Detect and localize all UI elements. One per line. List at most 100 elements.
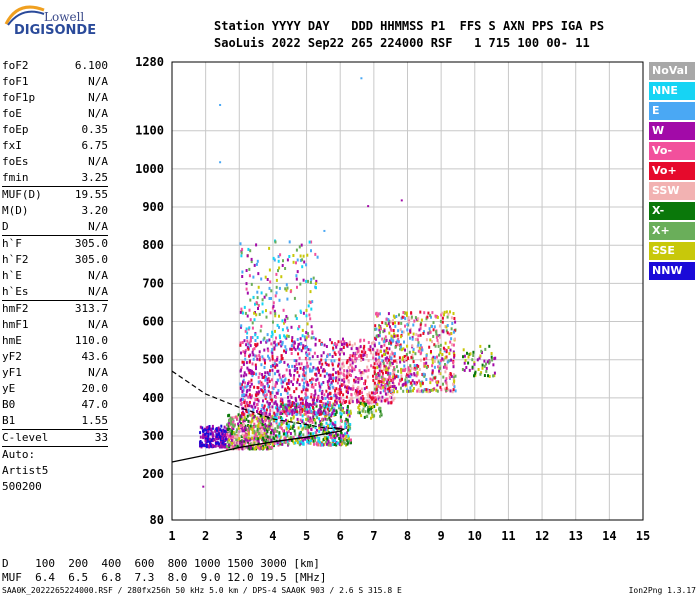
echo-point: [236, 428, 238, 432]
echo-point: [264, 413, 267, 417]
echo-point: [256, 429, 259, 433]
echo-point: [439, 343, 442, 347]
echo-point: [256, 410, 258, 413]
echo-point: [306, 365, 309, 369]
echo-point: [295, 277, 298, 281]
echo-point: [228, 438, 231, 442]
echo-point: [391, 362, 394, 365]
echo-point: [416, 338, 419, 342]
echo-point: [384, 392, 387, 396]
muf-frequency-row: MUF 6.4 6.5 6.8 7.3 8.0 9.0 12.0 19.5 [M…: [2, 571, 327, 584]
echo-point: [411, 379, 414, 383]
echo-point: [253, 347, 256, 351]
echo-point: [292, 440, 295, 444]
echo-point: [256, 290, 259, 294]
echo-point: [345, 386, 348, 390]
param-row: foF1 N/A: [2, 74, 108, 90]
echo-point: [311, 330, 314, 334]
echo-point: [239, 382, 242, 386]
y-tick-label: 1280: [135, 55, 164, 69]
echo-point: [318, 368, 321, 372]
echo-point: [251, 374, 254, 378]
echo-point: [201, 426, 204, 430]
echo-point: [276, 408, 279, 412]
echo-point: [326, 437, 329, 441]
echo-point: [338, 387, 341, 391]
echo-point: [241, 383, 243, 387]
logo-line1: Lowell: [44, 10, 85, 24]
echo-point: [316, 443, 319, 447]
echo-point: [337, 375, 340, 379]
echo-point: [474, 373, 477, 377]
echo-point: [450, 316, 453, 320]
legend-item: W: [649, 122, 695, 140]
echo-point: [343, 441, 346, 445]
echo-point: [281, 328, 284, 332]
echo-point: [369, 348, 372, 352]
echo-point: [286, 439, 289, 443]
echo-point: [386, 361, 389, 365]
echo-point: [199, 435, 202, 439]
echo-point: [298, 395, 300, 399]
echo-point: [262, 438, 265, 442]
echo-point: [301, 258, 304, 262]
echo-point: [316, 398, 318, 402]
echo-point: [401, 377, 403, 381]
echo-point: [342, 436, 345, 440]
echo-point: [241, 247, 244, 251]
echo-point: [253, 447, 256, 451]
echo-point: [366, 365, 369, 369]
echo-point: [271, 424, 274, 428]
echo-point: [299, 435, 302, 439]
param-row: D N/A: [2, 219, 108, 235]
echo-point: [246, 404, 249, 408]
echo-point: [312, 406, 314, 409]
echo-point: [327, 435, 329, 439]
muf-table: D 100 200 400 600 800 1000 1500 3000 [km…: [2, 557, 327, 585]
echo-point: [297, 426, 300, 430]
echo-point: [379, 350, 382, 354]
echo-point: [304, 437, 307, 441]
echo-point: [372, 353, 375, 357]
echo-point: [438, 364, 441, 368]
echo-point: [277, 259, 280, 263]
echo-point: [264, 422, 267, 426]
echo-point: [380, 345, 383, 349]
echo-point: [256, 259, 259, 263]
echo-point: [243, 446, 246, 450]
param-row: fmin 3.25: [2, 170, 108, 186]
echo-point: [333, 423, 336, 426]
legend-item: Vo-: [649, 142, 695, 160]
echo-point: [350, 347, 353, 351]
echo-point: [438, 353, 440, 357]
echo-point: [360, 387, 363, 391]
echo-point: [406, 372, 409, 376]
echo-point: [374, 327, 377, 331]
echo-point: [374, 397, 377, 401]
echo-point: [376, 385, 379, 389]
param-value: N/A: [88, 75, 108, 88]
echo-point: [392, 319, 394, 323]
echo-point: [276, 323, 279, 327]
echo-point: [208, 437, 211, 441]
echo-point: [453, 379, 456, 383]
echo-point: [464, 358, 467, 362]
echo-point: [255, 430, 257, 434]
echo-point: [347, 434, 350, 438]
echo-point: [360, 354, 363, 358]
echo-point: [448, 373, 451, 377]
param-name: yE: [2, 382, 16, 395]
echo-point: [293, 364, 296, 368]
echo-point: [247, 347, 250, 351]
echo-point: [229, 416, 232, 420]
echo-point: [393, 366, 395, 370]
echo-point: [410, 381, 413, 385]
echo-point: [248, 267, 251, 271]
echo-point: [399, 360, 402, 364]
echo-point: [419, 381, 422, 385]
echo-point: [274, 294, 277, 298]
echo-point: [269, 393, 272, 397]
echo-point: [446, 384, 449, 388]
echo-point: [278, 373, 281, 377]
echo-point: [261, 438, 264, 442]
